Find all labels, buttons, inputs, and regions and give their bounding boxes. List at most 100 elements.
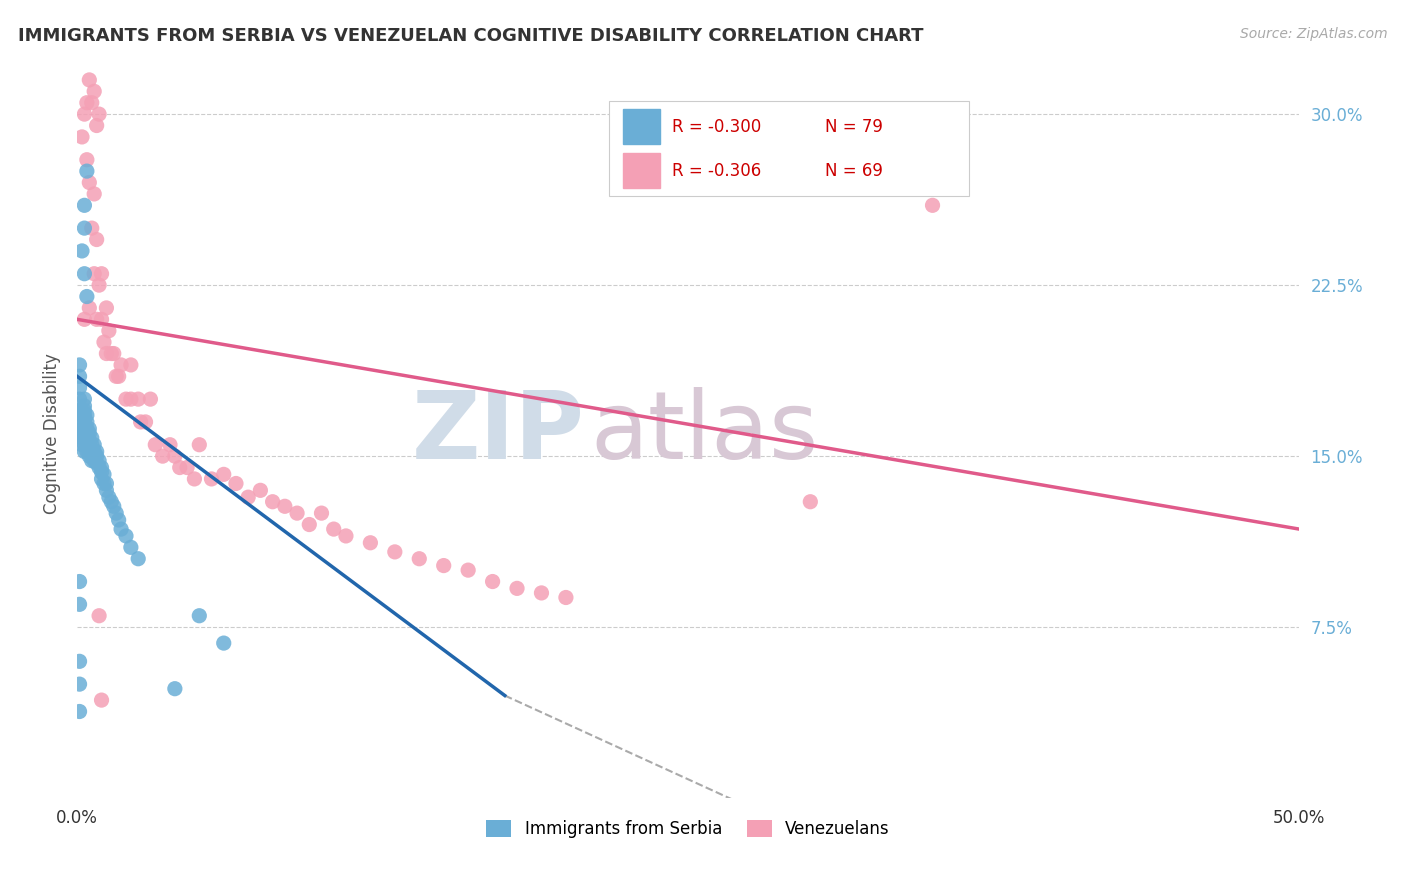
Point: [70, 422, 93, 436]
Point: [384, 545, 406, 559]
Point: [86, 233, 108, 247]
Point: [76, 433, 98, 447]
Point: [93, 335, 115, 350]
Point: [73, 415, 96, 429]
Point: [70, 129, 93, 144]
Point: [152, 449, 174, 463]
Point: [83, 444, 105, 458]
Point: [163, 449, 186, 463]
Point: [115, 392, 138, 406]
Point: [298, 517, 321, 532]
Point: [87, 608, 110, 623]
Point: [76, 426, 98, 441]
Point: [86, 456, 108, 470]
Point: [90, 267, 112, 281]
Point: [120, 358, 142, 372]
Point: [80, 95, 103, 110]
Point: [83, 186, 105, 201]
Point: [105, 506, 128, 520]
Point: [554, 591, 576, 605]
Point: [73, 198, 96, 212]
Text: R = -0.300: R = -0.300: [672, 118, 762, 136]
Point: [103, 346, 125, 360]
Point: [322, 522, 344, 536]
Point: [76, 408, 98, 422]
Point: [73, 399, 96, 413]
Point: [110, 522, 132, 536]
Point: [69, 654, 91, 668]
Point: [159, 438, 181, 452]
Point: [262, 494, 284, 508]
Point: [80, 221, 103, 235]
Point: [70, 403, 93, 417]
Point: [79, 176, 101, 190]
Point: [83, 438, 105, 452]
Point: [73, 221, 96, 235]
Point: [79, 422, 101, 436]
Bar: [623, 110, 659, 145]
Point: [80, 438, 103, 452]
Point: [335, 529, 357, 543]
Point: [110, 358, 132, 372]
Point: [83, 453, 105, 467]
Point: [87, 453, 110, 467]
Point: [70, 244, 93, 258]
Point: [212, 636, 235, 650]
Point: [83, 84, 105, 98]
Point: [86, 119, 108, 133]
Text: N = 69: N = 69: [825, 161, 883, 179]
Point: [93, 467, 115, 482]
Point: [143, 438, 166, 452]
Point: [73, 408, 96, 422]
Point: [408, 551, 430, 566]
Point: [73, 444, 96, 458]
Point: [73, 107, 96, 121]
Point: [200, 472, 222, 486]
Point: [79, 73, 101, 87]
Point: [127, 392, 149, 406]
Point: [73, 312, 96, 326]
Point: [80, 444, 103, 458]
Point: [107, 513, 129, 527]
Point: [69, 381, 91, 395]
Text: atlas: atlas: [591, 387, 818, 479]
Point: [76, 289, 98, 303]
Point: [103, 500, 125, 514]
Point: [79, 438, 101, 452]
Point: [87, 460, 110, 475]
Point: [73, 267, 96, 281]
Point: [93, 476, 115, 491]
Point: [73, 438, 96, 452]
Point: [127, 551, 149, 566]
Point: [90, 465, 112, 479]
Point: [79, 444, 101, 458]
Point: [120, 392, 142, 406]
Point: [80, 453, 103, 467]
FancyBboxPatch shape: [609, 102, 969, 196]
Point: [70, 408, 93, 422]
Point: [96, 476, 118, 491]
Point: [530, 586, 553, 600]
Point: [921, 198, 943, 212]
Point: [76, 95, 98, 110]
Point: [70, 438, 93, 452]
Point: [120, 541, 142, 555]
Point: [86, 444, 108, 458]
Point: [105, 369, 128, 384]
Point: [87, 278, 110, 293]
Point: [90, 472, 112, 486]
Point: [97, 324, 120, 338]
Point: [188, 438, 211, 452]
Point: [183, 472, 205, 486]
Point: [79, 301, 101, 315]
Text: ZIP: ZIP: [412, 387, 585, 479]
Point: [69, 403, 91, 417]
Y-axis label: Cognitive Disability: Cognitive Disability: [44, 353, 60, 514]
Point: [73, 426, 96, 441]
Point: [176, 460, 198, 475]
Point: [69, 392, 91, 406]
Point: [238, 490, 260, 504]
Point: [69, 598, 91, 612]
Point: [87, 107, 110, 121]
Point: [100, 346, 122, 360]
